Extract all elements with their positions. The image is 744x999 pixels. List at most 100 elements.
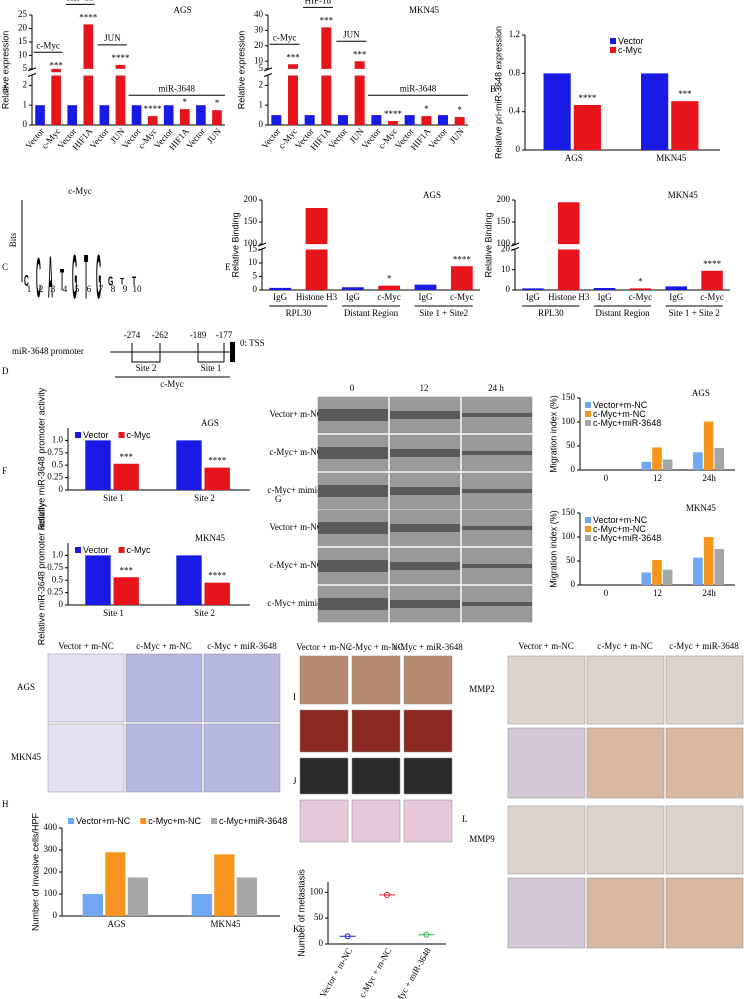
x-tick-label: Site 1 (103, 608, 124, 618)
micrograph (586, 805, 665, 875)
bar (176, 440, 202, 490)
x-tick-label: Histone H3 (296, 292, 338, 302)
micrograph (507, 727, 586, 799)
micrograph (586, 877, 665, 949)
y-axis-label: Relative pri-miR-3648 expression (493, 26, 503, 159)
legend-label: Vector (83, 545, 109, 555)
significance: **** (79, 12, 98, 22)
panel-letter: I (293, 692, 296, 702)
bar (522, 288, 544, 290)
wound-gap (462, 413, 532, 417)
logo-letter: A (48, 244, 53, 310)
bar (341, 287, 364, 290)
annotation: c-Myc (273, 32, 297, 42)
y-tick-label: 200 (244, 194, 258, 204)
y-tick-label: 100 (310, 886, 324, 896)
y-axis-label: Relative miR-3648 promoter activity (36, 502, 46, 645)
x-tick-label: 12 (653, 588, 662, 598)
significance: * (424, 104, 429, 114)
x-tick-label: JUN (448, 126, 467, 145)
bar (236, 877, 258, 916)
y-tick-label: 20 (254, 40, 264, 50)
wound-gap (462, 526, 532, 530)
y-axis-label: Relative miR-3648 promoter activity (36, 387, 46, 530)
bar (204, 582, 230, 605)
x-tick-label: c-Myc + miR-3648 (389, 946, 433, 999)
legend-swatch (585, 420, 591, 426)
bar (693, 557, 703, 585)
group-label: Site 1 + Site 2 (669, 308, 720, 318)
x-tick-label: Vector (184, 126, 207, 150)
bar (305, 207, 328, 290)
y-axis-label: Relative expression (236, 31, 246, 110)
panel-letter: H (2, 799, 9, 809)
dot (423, 931, 430, 938)
micrograph (507, 655, 586, 725)
legend-swatch (610, 38, 616, 44)
bar (703, 421, 714, 470)
significance: * (638, 276, 643, 286)
row-label: MMP2 (469, 684, 495, 694)
x-tick-label: Vector (88, 126, 111, 150)
panel-letter: E (225, 262, 231, 272)
bar (641, 572, 652, 585)
y-tick-label: 1.2 (509, 29, 520, 39)
x-tick-label: c-Myc (377, 292, 401, 302)
legend-label: Vector (618, 36, 644, 46)
bar (304, 115, 315, 125)
row-label: c-Myc+ m-NC (269, 560, 322, 570)
col-label: c-Myc + miR-3648 (393, 642, 463, 652)
annotation: c-Myc (36, 40, 60, 50)
significance: **** (208, 456, 227, 466)
micrograph (586, 655, 665, 725)
col-label: c-Myc + m-NC (597, 641, 653, 651)
micrograph (125, 653, 203, 723)
y-tick-label: 1 (259, 99, 264, 109)
x-tick-label: Site 1 (103, 493, 124, 503)
significance: **** (384, 109, 403, 119)
legend-swatch (585, 411, 591, 417)
bar (593, 287, 616, 290)
bar (191, 894, 212, 916)
logo-position: 1 (27, 284, 32, 294)
bar (701, 270, 723, 290)
micrograph (299, 709, 349, 753)
bar (176, 555, 202, 605)
bar (338, 115, 348, 125)
y-tick-label: 2 (23, 79, 28, 89)
bar (703, 537, 714, 585)
wound-gap (462, 602, 532, 606)
bar (269, 287, 292, 290)
bar (85, 555, 111, 605)
significance: *** (119, 452, 133, 462)
significance: * (387, 274, 392, 284)
annotation: HIF-1α (305, 0, 332, 5)
significance: *** (49, 60, 63, 70)
axis-break (27, 73, 37, 77)
y-tick-label: 0 (59, 484, 64, 494)
panel-letter: F (2, 466, 7, 476)
x-tick-label: c-Myc (629, 292, 653, 302)
y-tick-label: 0 (253, 284, 258, 294)
dot (384, 891, 390, 898)
micrograph (203, 723, 281, 793)
micrograph (47, 723, 125, 793)
wound-gap (318, 598, 388, 610)
x-tick-label: IgG (346, 292, 360, 302)
legend-label: Vector+m-NC (76, 816, 131, 826)
site-label: Site 2 (136, 363, 157, 373)
logo-axis-label: Bits (8, 232, 18, 247)
y-tick-label: 10 (18, 49, 28, 59)
legend-swatch (118, 432, 125, 438)
bar (641, 461, 652, 470)
x-tick-label: MKN45 (210, 919, 241, 929)
y-tick-label: 0.25 (47, 587, 63, 597)
bar (388, 121, 398, 125)
legend-label: c-Myc+m-NC (148, 816, 201, 826)
y-tick-label: 150 (497, 216, 511, 226)
y-tick-label: 10 (501, 264, 511, 274)
panel-letter: D (2, 366, 9, 376)
significance: **** (111, 53, 130, 63)
y-tick-label: 5 (253, 271, 258, 281)
